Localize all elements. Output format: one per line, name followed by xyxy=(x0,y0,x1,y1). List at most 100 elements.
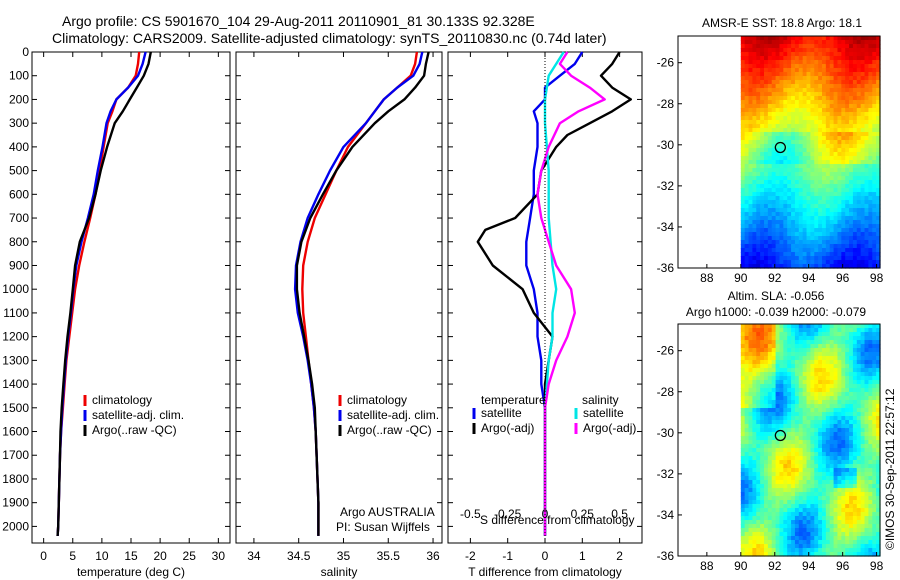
map-cell xyxy=(740,368,746,373)
map-cell xyxy=(876,240,881,245)
map-cell xyxy=(744,220,750,225)
map-cell xyxy=(783,244,788,249)
map-cell xyxy=(771,444,777,449)
map-cell xyxy=(833,144,839,149)
map-cell xyxy=(810,88,815,93)
map-cell xyxy=(748,540,754,545)
map-cell xyxy=(787,540,792,545)
map-cell xyxy=(748,372,754,377)
map-cell xyxy=(771,256,777,261)
map-cell xyxy=(798,120,804,125)
salinity-xlabel: salinity xyxy=(321,565,358,579)
map-cell xyxy=(837,400,842,405)
map-cell xyxy=(794,124,800,129)
map-cell xyxy=(744,156,750,161)
map-cell xyxy=(860,428,866,433)
map-cell xyxy=(794,236,800,241)
map-cell xyxy=(825,84,831,89)
map-cell xyxy=(868,412,873,417)
map-cell xyxy=(868,552,873,557)
map-cell xyxy=(748,160,754,165)
map-cell xyxy=(798,228,804,233)
map-cell xyxy=(771,116,777,121)
map-cell xyxy=(744,64,750,69)
map-cell xyxy=(864,532,869,537)
map-cell xyxy=(825,408,831,413)
map-cell xyxy=(767,396,773,401)
map-cell xyxy=(872,428,877,433)
map-cell xyxy=(764,400,769,405)
map-cell xyxy=(849,376,854,381)
map-cell xyxy=(794,456,800,461)
map-cell xyxy=(767,84,773,89)
map-cell xyxy=(814,332,819,337)
map-cell xyxy=(771,192,777,197)
map-cell xyxy=(752,400,757,405)
map-cell xyxy=(814,108,819,113)
map-cell xyxy=(822,552,827,557)
map-cell xyxy=(841,408,846,413)
y-tick-label: 1200 xyxy=(2,330,29,344)
map-cell xyxy=(787,372,792,377)
map-cell xyxy=(810,76,815,81)
map-cell xyxy=(760,464,765,469)
map-cell xyxy=(864,204,869,209)
map-cell xyxy=(810,132,815,137)
map-cell xyxy=(810,500,815,505)
map-cell xyxy=(825,412,831,417)
map-cell xyxy=(802,480,808,485)
map-cell xyxy=(806,156,812,161)
map-cell xyxy=(876,208,881,213)
map-cell xyxy=(764,504,769,509)
map-cell xyxy=(845,252,850,257)
map-cell xyxy=(779,448,784,453)
map-cell xyxy=(740,472,746,477)
map-cell xyxy=(810,104,815,109)
map-cell xyxy=(764,256,769,261)
map-cell xyxy=(764,488,769,493)
map-cell xyxy=(837,528,842,533)
map-cell xyxy=(814,472,819,477)
map-cell xyxy=(822,228,827,233)
map-cell xyxy=(760,144,765,149)
map-cell xyxy=(756,40,761,45)
map-cell xyxy=(822,540,827,545)
map-cell xyxy=(787,104,792,109)
map-cell xyxy=(764,80,769,85)
map-cell xyxy=(760,448,765,453)
map-cell xyxy=(876,432,881,437)
map-cell xyxy=(864,548,869,553)
map-cell xyxy=(825,400,831,405)
map-cell xyxy=(764,52,769,57)
map-cell xyxy=(818,456,823,461)
map-cell xyxy=(740,420,746,425)
map-cell xyxy=(756,196,761,201)
map-cell xyxy=(798,452,804,457)
map-cell xyxy=(748,92,754,97)
map-cell xyxy=(764,44,769,49)
map-cell xyxy=(779,104,784,109)
map-cell xyxy=(868,116,873,121)
map-cell xyxy=(783,68,788,73)
map-cell xyxy=(775,228,781,233)
map-cell xyxy=(775,184,781,189)
map-cell xyxy=(740,120,746,125)
map-cell xyxy=(849,484,854,489)
map-cell xyxy=(814,260,819,265)
map-cell xyxy=(806,360,812,365)
map-cell xyxy=(775,168,781,173)
map-cell xyxy=(802,240,808,245)
map-cell xyxy=(775,388,781,393)
map-cell xyxy=(779,388,784,393)
map-cell xyxy=(845,416,850,421)
map-cell xyxy=(760,68,765,73)
map-cell xyxy=(791,252,796,257)
map-cell xyxy=(818,408,823,413)
map-cell xyxy=(794,384,800,389)
map-cell xyxy=(767,204,773,209)
map-cell xyxy=(760,432,765,437)
map-cell xyxy=(829,48,835,53)
map-cell xyxy=(868,120,873,125)
map-cell xyxy=(822,128,827,133)
map-cell xyxy=(818,192,823,197)
